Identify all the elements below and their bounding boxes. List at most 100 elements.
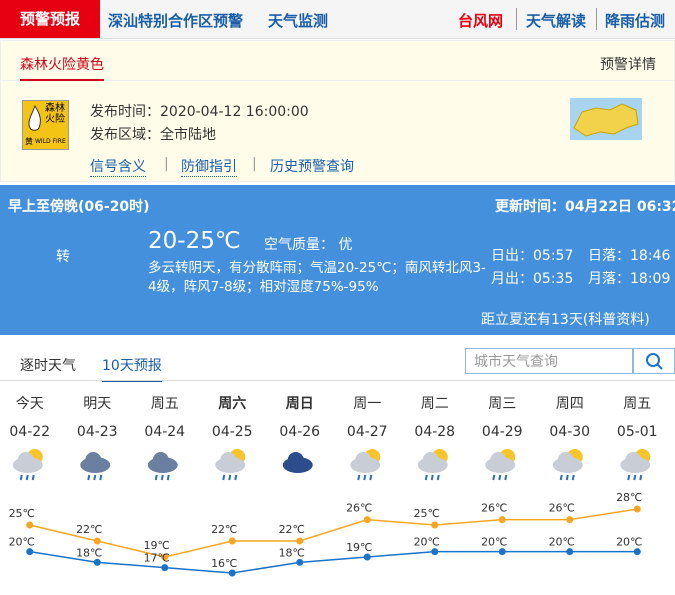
temp-label: 19℃ [144,539,170,552]
temp-label: 25℃ [414,507,440,520]
separator: | [164,156,169,172]
temp-label: 20℃ [481,536,507,549]
alert-link[interactable]: 信号含义 [90,156,146,177]
alert-detail[interactable]: 预警详情 [600,57,656,73]
moon-time: 月落：18:09 [588,271,671,287]
nav-link[interactable]: 天气监测 [268,12,329,30]
rain-drop [228,474,232,481]
weather-icon [282,452,313,473]
separator: | [252,156,257,172]
temp-point [228,537,236,545]
rain-drop [627,474,631,481]
rain-drop [160,474,164,481]
separator [596,8,597,30]
alert-panel [0,40,675,182]
day-name: 周三 [488,396,516,412]
rain-drop [357,474,361,481]
weather-icon [12,449,43,481]
weather-icon [620,449,651,481]
cloud [625,452,642,468]
cloud [220,452,237,468]
rain-drop [154,474,158,481]
temp-line [29,508,638,558]
temp-label: 26℃ [549,502,575,515]
sun-time: 日落：18:46 [588,248,671,264]
temp-point [363,553,371,561]
rain-drop [633,474,637,481]
rain-drop [99,474,103,481]
cloud [355,452,372,468]
map-thumbnail[interactable] [570,98,642,140]
today-turn: 转 [56,249,70,265]
alert-tab[interactable]: 森林火险黄色 [20,54,104,81]
today-updated: 更新时间：04月22日 06:32 [495,199,675,215]
date: 04-22 [9,424,50,440]
temp-point [633,548,641,556]
rain-drop [369,474,373,481]
day-name: 周一 [353,396,381,412]
day-name: 周六 [218,395,246,412]
alert-time: 发布时间：2020-04-12 16:00:00 [90,104,309,120]
nav-link[interactable]: 台风网 [458,12,504,30]
weather-icon [417,449,448,481]
search-icon [646,353,663,370]
rain-drop [639,474,643,481]
rain-drop [571,474,575,481]
rain-drop [87,474,91,481]
temp-line [29,550,638,574]
forecast: 今天 04-22 明天 04-23 周五 04-24 周六 04-25 周日 04-26 周一 04-… [9,395,658,577]
alert-area: 发布区域：全市陆地 [90,127,216,143]
nav-active[interactable]: 预警预报 [0,0,100,38]
temp-point [26,548,34,556]
temp-point [296,537,304,545]
nav-link[interactable]: 降雨估测 [605,12,666,30]
rain-drop [498,474,502,481]
temp-label: 20℃ [549,536,575,549]
date: 04-29 [482,424,523,440]
temp-point [26,521,34,529]
moon-time: 月出：05:35 [491,271,574,287]
temp-point [161,564,169,572]
tab-active[interactable]: 10天预报 [102,355,162,382]
temp-point [633,505,641,513]
temp-point [161,553,169,561]
alert-link[interactable]: 防御指引 [181,156,237,177]
rain-drop [166,474,170,481]
today-temp: 20-25℃ [148,228,241,254]
solar-term[interactable]: 距立夏还有13天(科普资料) [481,312,650,328]
rain-drop [565,474,569,481]
day-name: 周日 [286,396,314,412]
rain-drop [424,474,428,481]
temp-point [566,548,574,556]
divider [0,380,675,381]
temp-point [566,516,574,524]
today-aqi: 空气质量： 优 [264,237,353,253]
nav-link[interactable]: 深汕特别合作区预警 [108,12,244,30]
day-name: 周四 [556,396,584,412]
nav-bar [0,0,675,39]
rain-drop [363,474,367,481]
day-name: 今天 [16,396,44,412]
cloud [490,452,507,468]
divider [0,80,675,81]
rain-drop [19,474,23,481]
weather-icon [350,449,381,481]
temp-point [93,558,101,566]
date: 04-28 [414,424,455,440]
icon-text: 森林 [45,103,65,114]
tab[interactable]: 逐时天气 [20,358,76,374]
search-button[interactable] [633,348,675,374]
cloud [287,452,304,468]
temp-point [498,548,506,556]
date: 05-01 [617,424,658,440]
alert-link[interactable]: 历史预警查询 [270,159,354,175]
flame [28,104,41,131]
today-desc: 多云转阴天，有分散阵雨；气温20-25℃；南风转北风3-4级，阵风7-8级；相对… [148,260,486,295]
cloud [17,452,34,468]
weather-icon [147,452,178,481]
nav-link[interactable]: 天气解读 [526,12,587,30]
search-input[interactable]: 城市天气查询 [465,348,633,374]
temp-label: 26℃ [346,502,372,515]
temp-label: 20℃ [9,536,35,549]
today-panel [0,185,675,335]
